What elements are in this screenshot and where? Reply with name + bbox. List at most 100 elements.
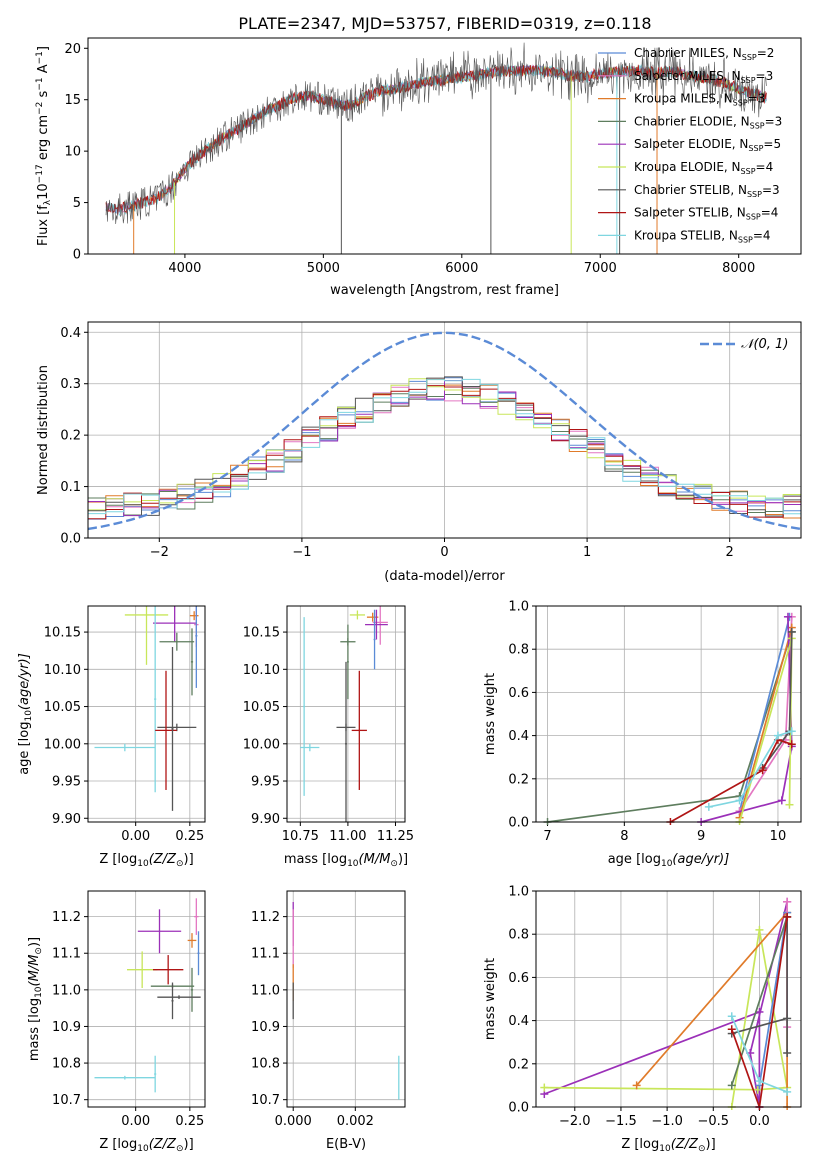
xlabel-part: E(B-V) [326, 1137, 366, 1152]
mass_weight_vs_z-ylabel: mass weight [483, 958, 498, 1040]
x-tick-label: 0 [440, 545, 448, 560]
mass_weight_vs_age-ylabel: mass weight [483, 673, 498, 755]
mass-weight-line [738, 616, 791, 812]
y-tick-label: 10.05 [243, 700, 280, 715]
mass_vs_ebv-points [292, 901, 400, 1100]
x-tick-label: 0.000 [275, 1114, 312, 1129]
legend-entry: Kroupa STELIB, NSSP=4 [634, 228, 771, 244]
x-tick-label: 2 [726, 545, 734, 560]
xlabel-part: mass [log [284, 852, 347, 867]
y-tick-label: 9.95 [52, 775, 81, 790]
y-tick-label: 10.10 [44, 663, 81, 678]
y-tick-label: 10.7 [251, 1093, 280, 1108]
spectrum-series-line [105, 42, 767, 225]
legend-entry: Kroupa ELODIE, NSSP=4 [634, 160, 773, 176]
legend-gaussian-label: 𝒩(0, 1) [741, 337, 788, 352]
ylabel-part: A [36, 64, 51, 77]
age_vs_mass-points [300, 606, 388, 822]
ylabel-part: age [log [17, 722, 32, 775]
y-tick-label: 1.0 [508, 600, 529, 615]
legend-sub: SSP [733, 99, 748, 108]
spectrum-lines [105, 42, 767, 254]
legend-entry: Kroupa MILES, NSSP=3 [634, 92, 765, 108]
legend-text: =2 [757, 46, 775, 60]
x-tick-label: 10.75 [282, 829, 319, 844]
legend-text: Kroupa STELIB, N [634, 228, 738, 242]
mass-weight-line [738, 638, 793, 823]
x-tick-label: 0.25 [175, 1114, 204, 1129]
x-tick-label: −0.5 [697, 1114, 729, 1129]
x-tick-label: 0.00 [121, 1114, 150, 1129]
mass-weight-line [708, 730, 793, 808]
mass_weight_vs_age-xlabel: age [log10(age/yr)] [608, 852, 730, 869]
x-tick-label: 7000 [584, 261, 617, 276]
y-tick-label: 9.90 [52, 812, 81, 827]
x-tick-label: 6000 [445, 261, 478, 276]
legend-entry: Chabrier ELODIE, NSSP=3 [634, 114, 782, 130]
y-tick-label: 0.1 [60, 480, 81, 495]
gaussian-curve [88, 331, 801, 531]
xlabel-part: age [log [608, 852, 661, 867]
ylabel-sub: 10 [24, 710, 34, 722]
mass_weight_vs_age-axes [535, 605, 802, 823]
legend-text: =3 [748, 92, 766, 106]
x-tick-label: 0.00 [121, 829, 150, 844]
x-tick-label: 0.002 [337, 1114, 374, 1129]
y-tick-label: 0.6 [508, 686, 529, 701]
legend-text: Kroupa MILES, N [634, 92, 733, 106]
xlabel-part: (age/yr)] [672, 852, 729, 867]
mass-weight-line [635, 910, 788, 1107]
x-tick-label: −1.5 [605, 1114, 637, 1129]
legend-text: =4 [761, 206, 779, 220]
y-tick-label: 11.1 [251, 947, 280, 962]
legend-sub: SSP [747, 190, 762, 199]
legend-sub: SSP [741, 76, 756, 85]
ylabel-part: mass [log [27, 998, 42, 1061]
spectrum-xlabel: wavelength [Angstrom, rest frame] [330, 283, 559, 298]
mass-weight-line [669, 738, 793, 823]
ylabel-part: erg cm [36, 115, 51, 164]
y-tick-label: 0.8 [508, 928, 529, 943]
xlabel-part: (Z/Z [149, 1137, 177, 1152]
y-tick-label: 10 [64, 145, 81, 160]
x-tick-label: 11.00 [329, 829, 366, 844]
legend-text: Chabrier STELIB, N [634, 183, 747, 197]
y-tick-label: 0.4 [508, 729, 529, 744]
legend-sub: SSP [748, 144, 763, 153]
residuals-xlabel: (data-model)/error [384, 569, 505, 584]
mass-weight-line [547, 631, 793, 823]
mass_weight_vs_z-lines [540, 897, 792, 1110]
x-tick-label: 8 [620, 829, 628, 844]
legend-entry: Salpeter ELODIE, NSSP=5 [634, 137, 781, 153]
y-tick-label: 0.0 [508, 816, 529, 831]
ylabel-part: (age/yr)] [17, 653, 32, 710]
x-tick-label: 11.25 [377, 829, 414, 844]
y-tick-label: 0.0 [508, 1101, 529, 1116]
age_vs_mass-axes [286, 605, 406, 823]
y-tick-label: 9.90 [251, 812, 280, 827]
x-tick-label: 0.25 [175, 829, 204, 844]
y-tick-label: 15 [64, 93, 81, 108]
hist-group [88, 331, 801, 531]
legend-text: Salpeter ELODIE, N [634, 137, 748, 151]
residuals-ylabel: Normed distribution [36, 365, 51, 495]
mass_vs_z-axes [87, 890, 206, 1108]
xlabel-sub: ⊙ [176, 1144, 184, 1154]
ylabel-sup: −1 [35, 51, 45, 64]
xlabel-part: (Z/Z [149, 852, 177, 867]
mass_weight_vs_z-xlabel: Z [log10(Z/Z⊙)] [621, 1137, 715, 1154]
mass_vs_z-xlabel: Z [log10(Z/Z⊙)] [99, 1137, 193, 1154]
age_vs_z-ylabel: age [log10(age/yr)] [17, 653, 34, 775]
xlabel-part: (Z/Z [671, 1137, 699, 1152]
ylabel-part: Flux [f [36, 205, 51, 246]
xlabel-sub: ⊙ [390, 859, 398, 869]
mass-weight-line [543, 901, 788, 1108]
y-tick-label: 11.2 [52, 910, 81, 925]
mass_vs_ebv-axes [286, 890, 406, 1108]
y-tick-label: 0.4 [60, 326, 81, 341]
legend-entry: Chabrier MILES, NSSP=2 [634, 46, 774, 62]
legend-entry: Chabrier STELIB, NSSP=3 [634, 183, 780, 199]
legend-text: =4 [756, 160, 774, 174]
x-tick-label: 4000 [168, 261, 201, 276]
y-tick-label: 1.0 [508, 885, 529, 900]
